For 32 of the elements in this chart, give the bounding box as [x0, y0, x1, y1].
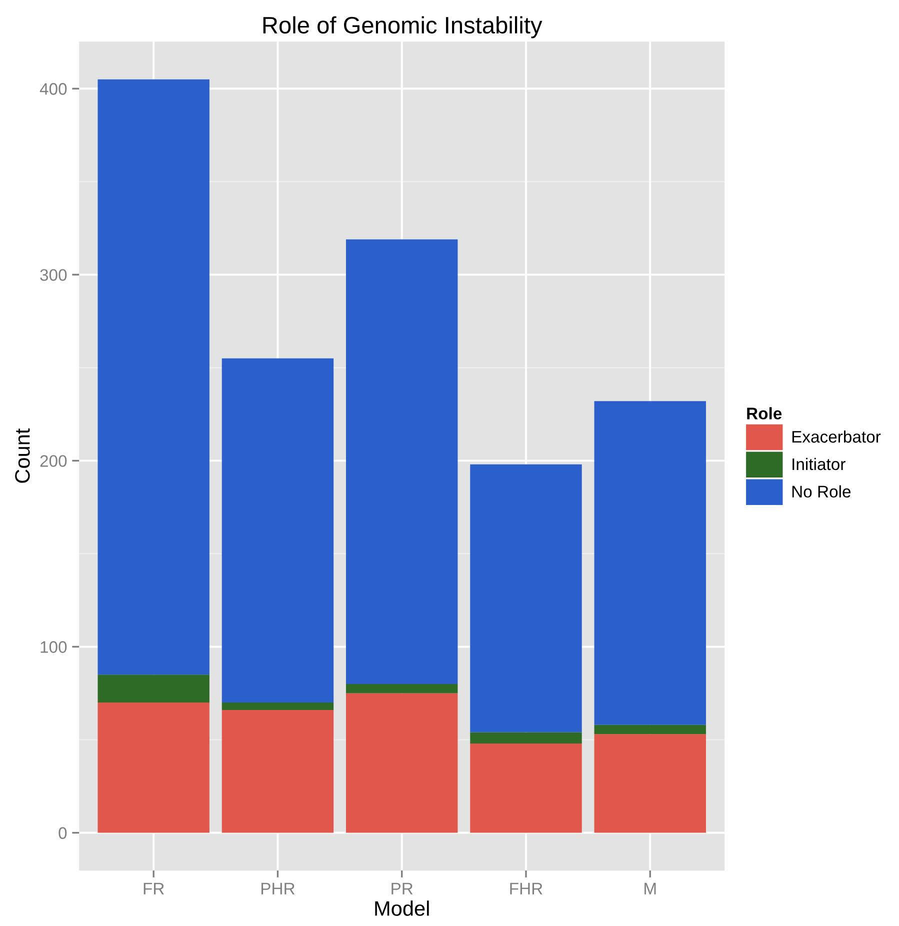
bar	[594, 724, 706, 734]
bar	[98, 702, 210, 833]
y-tick-label: 0	[58, 827, 67, 839]
bar	[98, 79, 210, 675]
y-axis-title: Count	[15, 428, 30, 483]
bar	[470, 743, 582, 833]
y-tick-label: 400	[40, 83, 67, 95]
bar	[222, 710, 334, 833]
bar	[470, 464, 582, 732]
bar	[346, 684, 458, 694]
bar	[346, 693, 458, 833]
legend-label: Exacerbator	[792, 430, 881, 443]
bar	[222, 358, 334, 703]
x-axis-title: Model	[375, 900, 429, 916]
legend-title: Role	[747, 407, 782, 420]
x-tick-label: FHR	[510, 882, 542, 894]
legend-label: No Role	[792, 485, 851, 498]
x-tick-label: FR	[144, 882, 164, 894]
bar	[346, 239, 458, 684]
y-tick-label: 300	[40, 269, 67, 281]
bar	[594, 401, 706, 725]
x-tick-label: PR	[392, 882, 413, 894]
legend-label: Initiator	[792, 458, 846, 470]
y-tick-label: 100	[40, 641, 67, 653]
x-tick-label: M	[644, 882, 656, 894]
chart-title: Role of Genomic Instability	[263, 16, 542, 38]
bar	[594, 734, 706, 833]
bar	[222, 702, 334, 710]
bar	[470, 732, 582, 744]
bar	[98, 674, 210, 703]
x-tick-label: PHR	[261, 882, 295, 894]
y-tick-label: 200	[40, 455, 67, 467]
